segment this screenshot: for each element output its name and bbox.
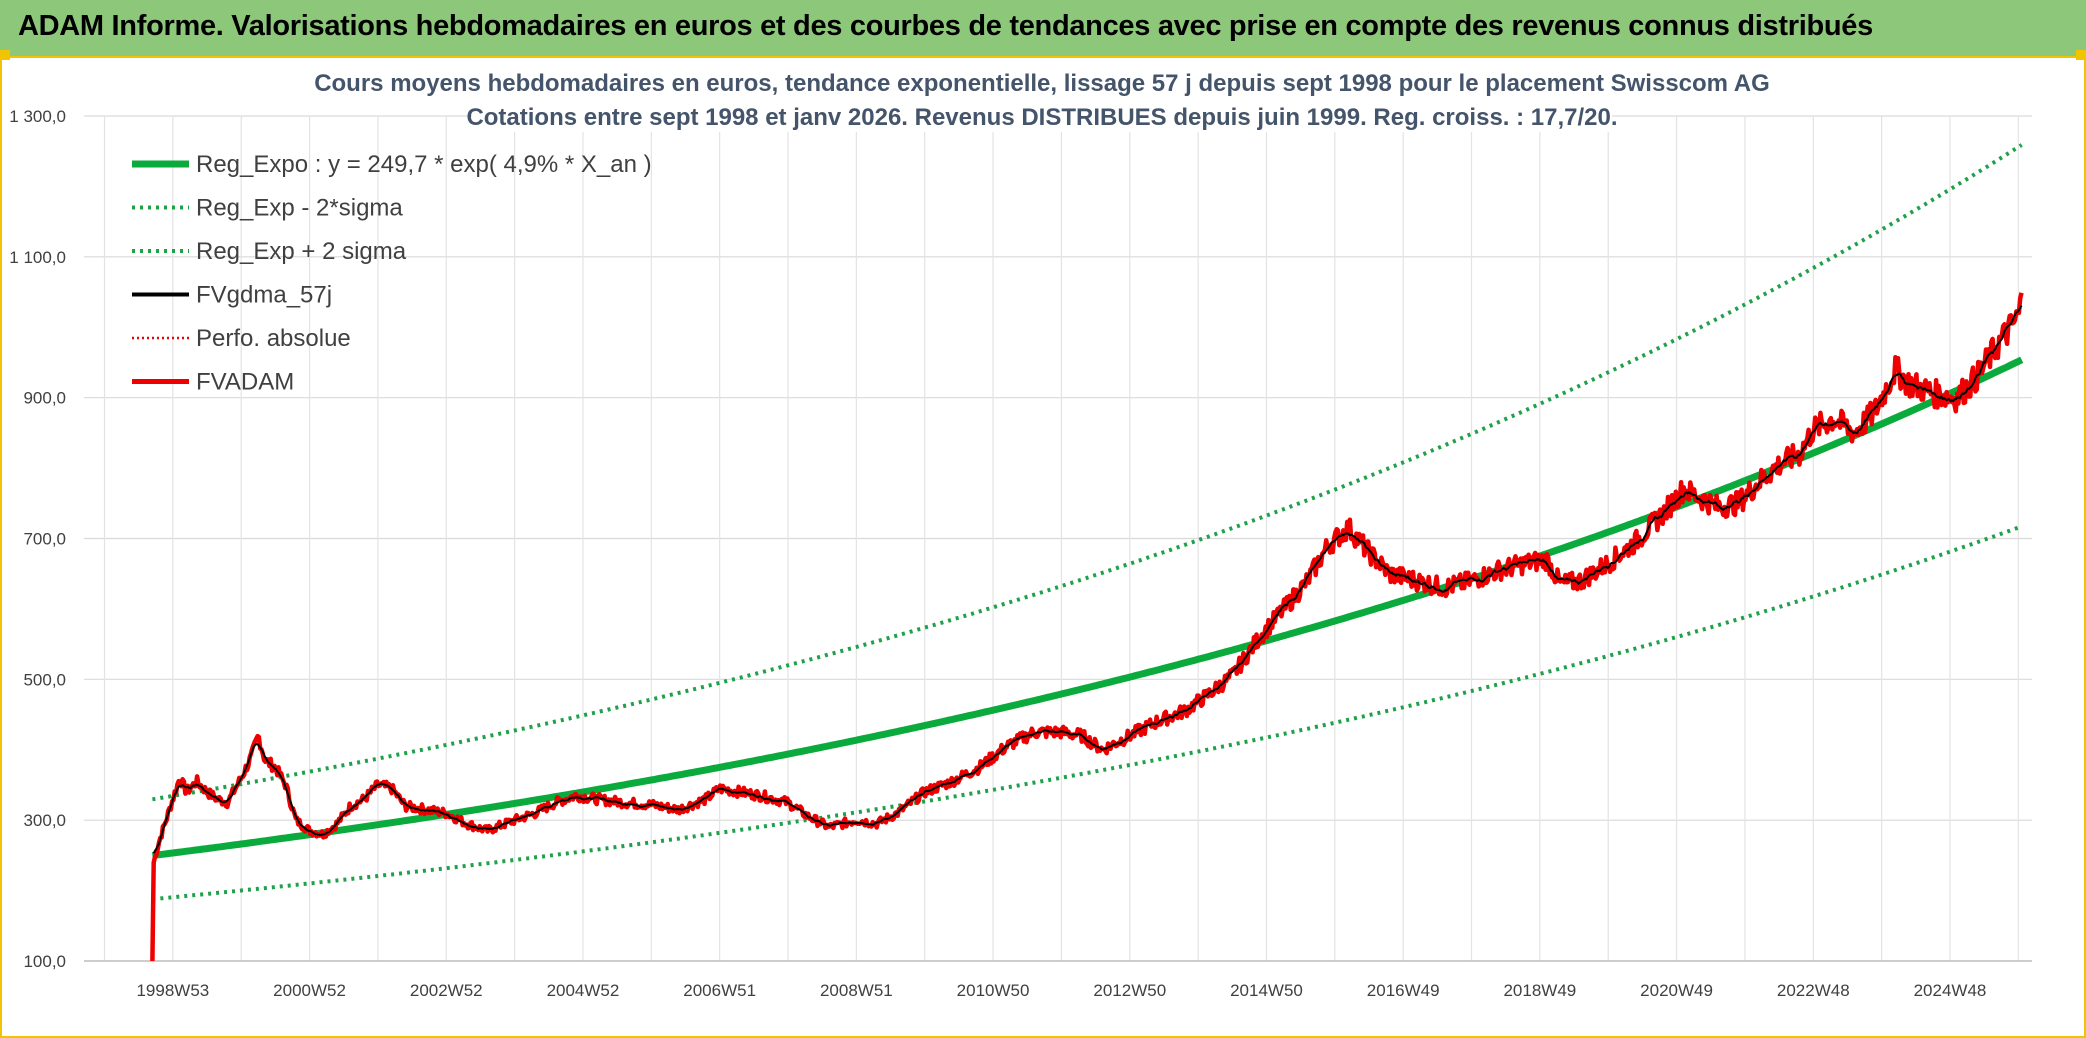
chart-subtitle: Cotations entre sept 1998 et janv 2026. … (466, 104, 1617, 131)
header-banner: ADAM Informe. Valorisations hebdomadaire… (0, 0, 2086, 58)
x-tick-label: 2014W50 (1230, 981, 1303, 1000)
page-title: ADAM Informe. Valorisations hebdomadaire… (18, 10, 1873, 42)
trend-chart: 100,0 300,0 500,0 700,0 900,0 1 100,0 1 300,0 1… (9, 66, 2032, 1000)
y-tick-label: 1 300,0 (9, 107, 66, 126)
legend-label-fvadam: FVADAM (196, 369, 294, 396)
x-tick-label: 2004W52 (547, 981, 620, 1000)
x-tick-label: 2016W49 (1367, 981, 1440, 1000)
series-reg-exp-plus-2-sigma (152, 143, 2023, 802)
x-tick-label: 2006W51 (683, 981, 756, 1000)
chart-area: 100,0 300,0 500,0 700,0 900,0 1 100,0 1 300,0 1… (0, 58, 2086, 1038)
chart-title-bg (327, 66, 1757, 98)
series-reg-expo (151, 356, 2024, 860)
x-tick-label: 2008W51 (820, 981, 893, 1000)
x-tick-label: 2018W49 (1503, 981, 1576, 1000)
y-tick-label: 900,0 (23, 389, 66, 408)
legend-label-perf: Perfo. absolue (196, 325, 351, 352)
y-tick-label: 1 100,0 (9, 248, 66, 267)
x-tick-label: 2010W50 (957, 981, 1030, 1000)
corner-marker-right (2076, 50, 2086, 60)
legend: Reg_Expo : y = 249,7 * exp( 4,9% * X_an … (132, 151, 652, 396)
series-reg-exp-minus-2-sigma (152, 524, 2023, 902)
y-tick-label: 100,0 (23, 952, 66, 971)
x-tick-label: 2002W52 (410, 981, 483, 1000)
x-tick-label: 2000W52 (273, 981, 346, 1000)
x-tick-label: 2012W50 (1093, 981, 1166, 1000)
x-tick-label: 2022W48 (1777, 981, 1850, 1000)
legend-label-low: Reg_Exp - 2*sigma (196, 195, 403, 222)
x-tick-label: 2020W49 (1640, 981, 1713, 1000)
chart-title: Cours moyens hebdomadaires en euros, ten… (314, 70, 1770, 97)
legend-label-reg: Reg_Expo : y = 249,7 * exp( 4,9% * X_an … (196, 151, 652, 178)
x-tick-label: 1998W53 (136, 981, 209, 1000)
y-tick-label: 500,0 (23, 670, 66, 689)
y-tick-label: 700,0 (23, 530, 66, 549)
legend-label-gdma: FVgdma_57j (196, 282, 332, 309)
series-fvgdma-57j (152, 305, 2023, 854)
corner-marker-left (0, 50, 10, 60)
chart-subtitle-bg (472, 100, 1612, 132)
legend-label-high: Reg_Exp + 2 sigma (196, 238, 407, 265)
gridlines (84, 115, 2032, 962)
y-tick-label: 300,0 (23, 811, 66, 830)
x-tick-label: 2024W48 (1914, 981, 1987, 1000)
series-fvadam (150, 292, 2024, 962)
